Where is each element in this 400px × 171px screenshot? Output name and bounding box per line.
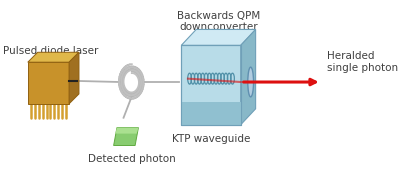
Text: Pulsed diode laser: Pulsed diode laser [3,46,98,56]
Polygon shape [115,128,138,134]
Text: Detected photon: Detected photon [88,154,176,165]
Ellipse shape [248,67,254,97]
Polygon shape [181,29,256,45]
Text: KTP waveguide: KTP waveguide [172,134,250,144]
Text: Backwards QPM
downconverter: Backwards QPM downconverter [177,11,260,32]
Polygon shape [28,52,79,62]
Polygon shape [181,102,241,125]
Polygon shape [28,62,69,104]
Polygon shape [69,52,79,104]
Polygon shape [181,45,241,125]
Text: Heralded
single photon: Heralded single photon [328,51,398,73]
Polygon shape [241,29,256,125]
Polygon shape [114,128,138,146]
